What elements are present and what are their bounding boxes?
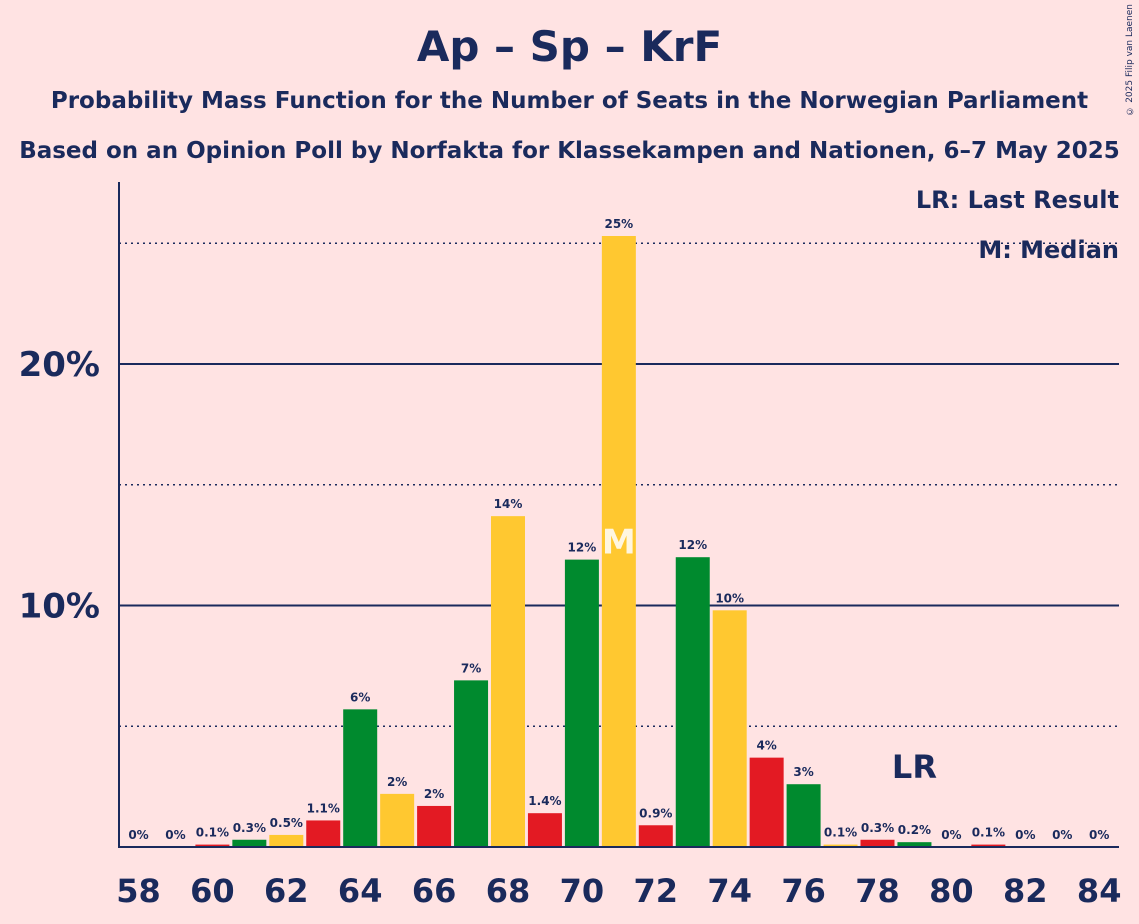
bar-label-58: 0% [128,828,148,842]
bar-71 [601,236,636,847]
bar-label-62: 0.5% [270,816,303,830]
bar-label-83: 0% [1052,828,1072,842]
bar-67 [454,680,489,847]
bar-label-60: 0.1% [196,826,229,840]
bar-74 [712,610,747,847]
bar-label-81: 0.1% [972,826,1005,840]
bar-70 [564,559,599,847]
bar-label-69: 1.4% [528,794,561,808]
x-tick-84: 84 [1077,872,1122,910]
bar-61 [232,839,267,847]
bar-75 [749,757,784,847]
x-tick-78: 78 [855,872,900,910]
bar-label-77: 0.1% [824,826,857,840]
x-tick-82: 82 [1003,872,1048,910]
x-tick-80: 80 [929,872,974,910]
x-tick-72: 72 [634,872,679,910]
bar-label-73: 12% [678,538,707,552]
bar-label-63: 1.1% [307,801,340,815]
bar-label-75: 4% [756,739,776,753]
axes [118,182,1119,848]
chart-subtitle-source: Based on an Opinion Poll by Norfakta for… [19,138,1120,164]
bar-label-74: 10% [715,591,744,605]
bar-62 [269,834,304,847]
bar-label-59: 0% [165,828,185,842]
bar-label-67: 7% [461,661,481,675]
bar-label-82: 0% [1015,828,1035,842]
chart-title: Ap – Sp – KrF [416,22,723,71]
markers: M LR [602,523,937,786]
bar-65 [380,793,415,847]
legend-median: M: Median [978,236,1119,264]
bar-label-78: 0.3% [861,821,894,835]
y-tick-labels: 10% 20% [19,345,100,627]
bar-63 [306,820,341,847]
bar-label-84: 0% [1089,828,1109,842]
bar-value-labels: 0% 0% 0.1% 0.3% 0.5% 1.1% 6% 2% 2% 7% 14% 1.4% 12% 25… [128,217,1109,842]
bar-72 [638,825,673,847]
bars [195,236,1006,847]
bar-64 [343,709,378,847]
bar-79 [897,842,932,847]
bar-label-80: 0% [941,828,961,842]
x-tick-76: 76 [781,872,826,910]
bar-81 [971,844,1006,847]
x-tick-66: 66 [412,872,457,910]
bar-label-64: 6% [350,690,370,704]
x-tick-60: 60 [190,872,235,910]
bar-label-66: 2% [424,787,444,801]
bar-label-68: 14% [494,497,523,511]
last-result-marker: LR [892,748,937,786]
bar-68 [491,516,525,847]
bar-73 [675,557,710,847]
chart-subtitle: Probability Mass Function for the Number… [50,88,1089,114]
bar-label-76: 3% [793,765,813,779]
x-tick-58: 58 [116,872,161,910]
bar-label-79: 0.2% [898,823,931,837]
bar-76 [786,784,821,847]
bar-66 [417,805,452,847]
x-tick-74: 74 [707,872,752,910]
bar-label-70: 12% [568,541,597,555]
x-tick-70: 70 [560,872,605,910]
y-tick-20: 20% [19,345,100,385]
x-tick-68: 68 [486,872,531,910]
legend-last-result: LR: Last Result [915,186,1119,214]
median-marker: M [602,523,636,563]
bar-label-61: 0.3% [233,821,266,835]
x-tick-62: 62 [264,872,309,910]
y-tick-10: 10% [19,587,100,627]
bar-60 [195,844,230,847]
x-tick-labels: 58 60 62 64 66 68 70 72 74 76 78 80 82 84 [116,872,1121,910]
bar-label-65: 2% [387,775,407,789]
bar-78 [860,839,895,847]
bar-69 [527,813,562,847]
bar-77 [823,844,858,847]
bar-label-72: 0.9% [639,806,672,820]
x-tick-64: 64 [338,872,383,910]
bar-label-71: 25% [604,217,633,231]
